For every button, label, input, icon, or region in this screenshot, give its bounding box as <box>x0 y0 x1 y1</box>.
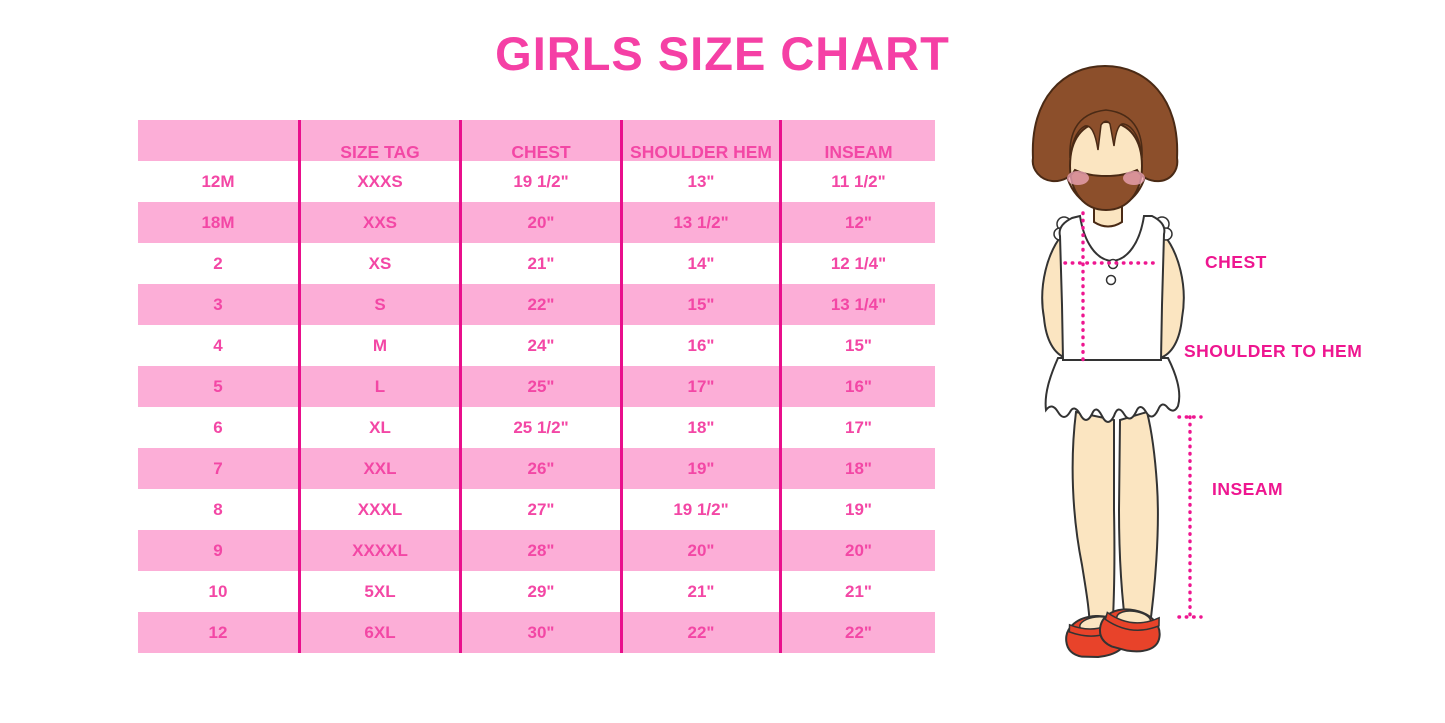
chest-label: CHEST <box>1205 252 1267 272</box>
table-cell: 12 1/4" <box>779 243 935 284</box>
table-cell: 21" <box>779 571 935 612</box>
table-cell: 17" <box>779 407 935 448</box>
table-cell: 5XL <box>298 571 459 612</box>
table-cell: 7 <box>138 448 298 489</box>
table-cell: 18M <box>138 202 298 243</box>
top-button <box>1105 274 1117 286</box>
size-table: SIZE TAG CHEST SHOULDER HEM INSEAM 12M XXXS 19… <box>138 120 935 653</box>
table-cell: 5 <box>138 366 298 407</box>
table-cell: XS <box>298 243 459 284</box>
table-cell: 13 1/2" <box>620 202 779 243</box>
inseam-label: INSEAM <box>1212 479 1284 499</box>
table-cell: M <box>298 325 459 366</box>
girl-illustration-svg <box>1031 64 1203 658</box>
girl-bangs <box>1069 109 1143 159</box>
table-cell: XL <box>298 407 459 448</box>
girl-tank-top <box>1053 214 1173 361</box>
table-cell: 15" <box>779 325 935 366</box>
table-cell: 28" <box>459 530 620 571</box>
table-cell: S <box>298 284 459 325</box>
table-cell: 16" <box>779 366 935 407</box>
table-cell: 25 1/2" <box>459 407 620 448</box>
table-cell: 15" <box>620 284 779 325</box>
table-cell: 4 <box>138 325 298 366</box>
girl-legs <box>1071 410 1159 638</box>
table-cell: 6 <box>138 407 298 448</box>
table-cell: XXL <box>298 448 459 489</box>
table-cell: 27" <box>459 489 620 530</box>
table-cell: 17" <box>620 366 779 407</box>
page-title: GIRLS SIZE CHART <box>495 27 950 80</box>
table-cell: L <box>298 366 459 407</box>
shoulder-to-hem-label: SHOULDER TO HEM <box>1184 341 1363 361</box>
table-cell: 20" <box>620 530 779 571</box>
right-shoe <box>1098 608 1161 653</box>
table-cell: 20" <box>459 202 620 243</box>
table-cell: 21" <box>620 571 779 612</box>
table-cell: 30" <box>459 612 620 653</box>
table-cell: 21" <box>459 243 620 284</box>
table-cell: 26" <box>459 448 620 489</box>
table-cell: 19 1/2" <box>459 161 620 202</box>
table-cell: 6XL <box>298 612 459 653</box>
table-cell: 18" <box>779 448 935 489</box>
table-cell: 22" <box>459 284 620 325</box>
girl-hair <box>1031 64 1179 212</box>
table-cell: 10 <box>138 571 298 612</box>
inseam-measure-line <box>1177 415 1203 619</box>
table-cell: 29" <box>459 571 620 612</box>
table-cell: 24" <box>459 325 620 366</box>
table-cell: 8 <box>138 489 298 530</box>
table-cell: 22" <box>779 612 935 653</box>
table-cell: 12M <box>138 161 298 202</box>
table-cell: 18" <box>620 407 779 448</box>
table-cell: XXXS <box>298 161 459 202</box>
table-cell: 20" <box>779 530 935 571</box>
table-cell: XXXXL <box>298 530 459 571</box>
table-cell: XXS <box>298 202 459 243</box>
table-cell: 22" <box>620 612 779 653</box>
table-cell: 25" <box>459 366 620 407</box>
table-cell: 12" <box>779 202 935 243</box>
table-cell: 13" <box>620 161 779 202</box>
table-cell: 14" <box>620 243 779 284</box>
table-cell: 19" <box>779 489 935 530</box>
girl-blush <box>1067 171 1145 185</box>
girl-illustration <box>1000 60 1445 700</box>
table-cell: 9 <box>138 530 298 571</box>
table-cell: 12 <box>138 612 298 653</box>
table-cell: 19 1/2" <box>620 489 779 530</box>
table-cell: XXXL <box>298 489 459 530</box>
table-cell: 16" <box>620 325 779 366</box>
table-cell: 13 1/4" <box>779 284 935 325</box>
table-cell: 11 1/2" <box>779 161 935 202</box>
table-cell: 3 <box>138 284 298 325</box>
table-cell: 19" <box>620 448 779 489</box>
girl-skirt <box>1044 357 1181 423</box>
table-cell: 2 <box>138 243 298 284</box>
